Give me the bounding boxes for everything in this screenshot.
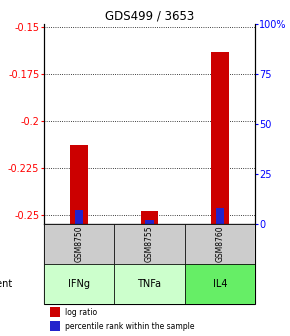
Text: agent: agent: [0, 279, 12, 289]
Bar: [50, 321, 60, 331]
Text: percentile rank within the sample: percentile rank within the sample: [65, 322, 194, 331]
Text: IFNg: IFNg: [68, 279, 90, 289]
Text: GSM8760: GSM8760: [215, 225, 224, 262]
Text: IL4: IL4: [213, 279, 227, 289]
Bar: [216, 208, 224, 224]
Bar: [50, 307, 60, 317]
Text: GSM8755: GSM8755: [145, 225, 154, 262]
Bar: [211, 52, 229, 224]
Bar: [44, 264, 114, 304]
Bar: [185, 264, 255, 304]
Bar: [145, 220, 154, 224]
Text: GSM8750: GSM8750: [74, 225, 83, 262]
Text: TNFa: TNFa: [137, 279, 161, 289]
Title: GDS499 / 3653: GDS499 / 3653: [105, 9, 194, 23]
Text: log ratio: log ratio: [65, 307, 97, 317]
Bar: [70, 145, 88, 224]
Bar: [114, 264, 185, 304]
Bar: [44, 224, 114, 264]
Bar: [141, 211, 158, 224]
Bar: [114, 224, 185, 264]
Bar: [185, 224, 255, 264]
Bar: [75, 210, 83, 224]
